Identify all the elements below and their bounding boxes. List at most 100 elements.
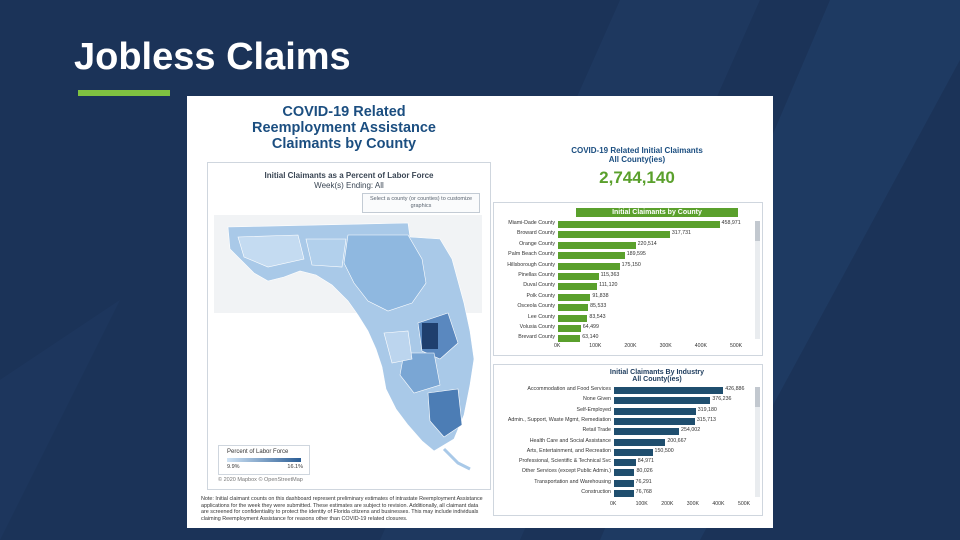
bar-category-label: Osceola County: [517, 303, 555, 310]
x-tick-label: 0K: [554, 343, 561, 349]
county-chart-title: Initial Claimants by County: [576, 208, 738, 217]
bar-category-label: None Given: [583, 396, 611, 403]
bar-value-label: 111,120: [599, 282, 618, 289]
bar-value-label: 319,180: [697, 406, 717, 413]
x-tick-label: 200K: [624, 343, 637, 349]
bar[interactable]: [558, 262, 620, 270]
bar[interactable]: [558, 293, 591, 301]
bar-value-label: 76,291: [635, 478, 652, 485]
bar-category-label: Orange County: [519, 240, 555, 247]
bar[interactable]: [614, 407, 696, 415]
bar-value-label: 458,971: [721, 220, 741, 226]
x-tick-label: 100K: [635, 501, 648, 507]
bar-value-label: 317,731: [671, 230, 691, 237]
map-credit: © 2020 Mapbox © OpenStreetMap: [218, 477, 303, 483]
bar-category-label: Volusia County: [519, 324, 555, 330]
title-underline: [78, 90, 170, 96]
bar[interactable]: [614, 448, 653, 456]
bar-category-label: Arts, Entertainment, and Recreation: [526, 447, 611, 454]
legend-label: Percent of Labor Force: [227, 449, 289, 455]
bar-category-label: Pinellas County: [518, 272, 555, 278]
x-tick-label: 400K: [712, 501, 725, 507]
bar[interactable]: [614, 428, 680, 436]
bar[interactable]: [558, 252, 625, 260]
dashboard-screenshot: COVID-19 Related Reemployment Assistance…: [187, 96, 773, 528]
bar-category-label: Self-Employed: [576, 406, 611, 413]
bar-category-label: Brevard County: [518, 334, 555, 341]
bar[interactable]: [614, 479, 634, 487]
county-select-hint[interactable]: Select a county (or counties) to customi…: [362, 193, 480, 213]
bar-value-label: 189,595: [626, 251, 646, 258]
x-tick-label: 300K: [686, 501, 699, 507]
bar[interactable]: [558, 221, 720, 228]
bar-category-label: Hillsborough County: [507, 261, 555, 268]
bar[interactable]: [558, 325, 581, 332]
bar-value-label: 76,768: [635, 489, 652, 495]
industry-chart-panel[interactable]: Initial Claimants By Industry All County…: [493, 364, 763, 516]
bar-category-label: Palm Beach County: [508, 251, 555, 258]
map-title: Initial Claimants as a Percent of Labor …: [264, 171, 434, 180]
bar[interactable]: [558, 335, 581, 343]
bar[interactable]: [614, 459, 636, 467]
total-claimants-value: 2,744,140: [599, 168, 675, 187]
bar[interactable]: [614, 417, 695, 425]
bar-category-label: Transportation and Warehousing: [534, 478, 611, 485]
dashboard-title: COVID-19 Related Reemployment Assistance…: [217, 104, 471, 152]
bar-category-label: Other Services (except Public Admin.): [521, 468, 611, 475]
legend-gradient: [227, 458, 301, 462]
bar-category-label: Miami-Dade County: [508, 220, 555, 226]
bar-value-label: 115,363: [600, 272, 620, 278]
bar-value-label: 175,150: [621, 261, 641, 268]
bar[interactable]: [614, 387, 724, 394]
map-legend: Percent of Labor Force 9.9% 16.1%: [218, 445, 310, 475]
bar-category-label: Accommodation and Food Services: [527, 386, 611, 392]
legend-min: 9.9%: [227, 464, 240, 470]
bar-value-label: 91,838: [592, 292, 609, 299]
bar-category-label: Construction: [581, 489, 611, 495]
x-tick-label: 200K: [661, 501, 674, 507]
bar[interactable]: [558, 241, 636, 249]
bar[interactable]: [614, 490, 634, 497]
bar-category-label: Retail Trade: [582, 427, 611, 434]
bar[interactable]: [558, 304, 589, 312]
industry-chart-subtitle: All County(ies): [632, 376, 682, 383]
bar-value-label: 220,514: [637, 240, 657, 247]
legend-max: 16.1%: [287, 464, 303, 470]
bar-value-label: 315,713: [696, 416, 716, 423]
bar[interactable]: [558, 314, 588, 322]
bar-value-label: 85,533: [590, 303, 607, 310]
industry-chart-title: Initial Claimants By Industry: [609, 369, 705, 376]
scrollbar[interactable]: [755, 387, 760, 497]
bar-value-label: 64,499: [582, 324, 599, 330]
bar-value-label: 426,886: [725, 386, 745, 392]
bar-category-label: Duval County: [523, 282, 555, 289]
bar-value-label: 200,667: [667, 437, 687, 444]
county-chart-panel[interactable]: Initial Claimants by County Miami-Dade C…: [493, 202, 763, 356]
florida-choropleth-map[interactable]: [208, 163, 490, 489]
bar-value-label: 63,140: [582, 334, 599, 341]
bar-category-label: Lee County: [527, 313, 555, 320]
bar[interactable]: [614, 469, 635, 477]
scrollbar[interactable]: [755, 221, 760, 339]
x-tick-label: 500K: [730, 343, 743, 349]
scrollbar-thumb[interactable]: [755, 221, 760, 241]
x-tick-label: 400K: [694, 343, 707, 349]
bar[interactable]: [614, 397, 711, 405]
bar-category-label: Admin., Support, Waste Mgmt, Remediation: [507, 416, 611, 423]
bar-value-label: 80,026: [636, 468, 653, 475]
x-tick-label: 500K: [738, 501, 751, 507]
bar[interactable]: [558, 283, 598, 291]
bar[interactable]: [558, 273, 599, 280]
map-panel[interactable]: Initial Claimants as a Percent of Labor …: [207, 162, 491, 490]
scrollbar-thumb[interactable]: [755, 387, 760, 407]
bar-value-label: 83,543: [589, 313, 606, 320]
dashboard-title-line: COVID-19 Related: [282, 104, 406, 120]
bar[interactable]: [614, 438, 666, 446]
x-tick-label: 0K: [610, 501, 617, 507]
dashboard-title-line: Reemployment Assistance: [251, 120, 436, 136]
x-tick-label: 100K: [589, 343, 602, 349]
bar-value-label: 84,971: [637, 458, 654, 465]
total-label-line: COVID-19 Related Initial Claimants: [571, 146, 703, 155]
bar-value-label: 150,500: [654, 447, 674, 454]
bar[interactable]: [558, 231, 670, 239]
